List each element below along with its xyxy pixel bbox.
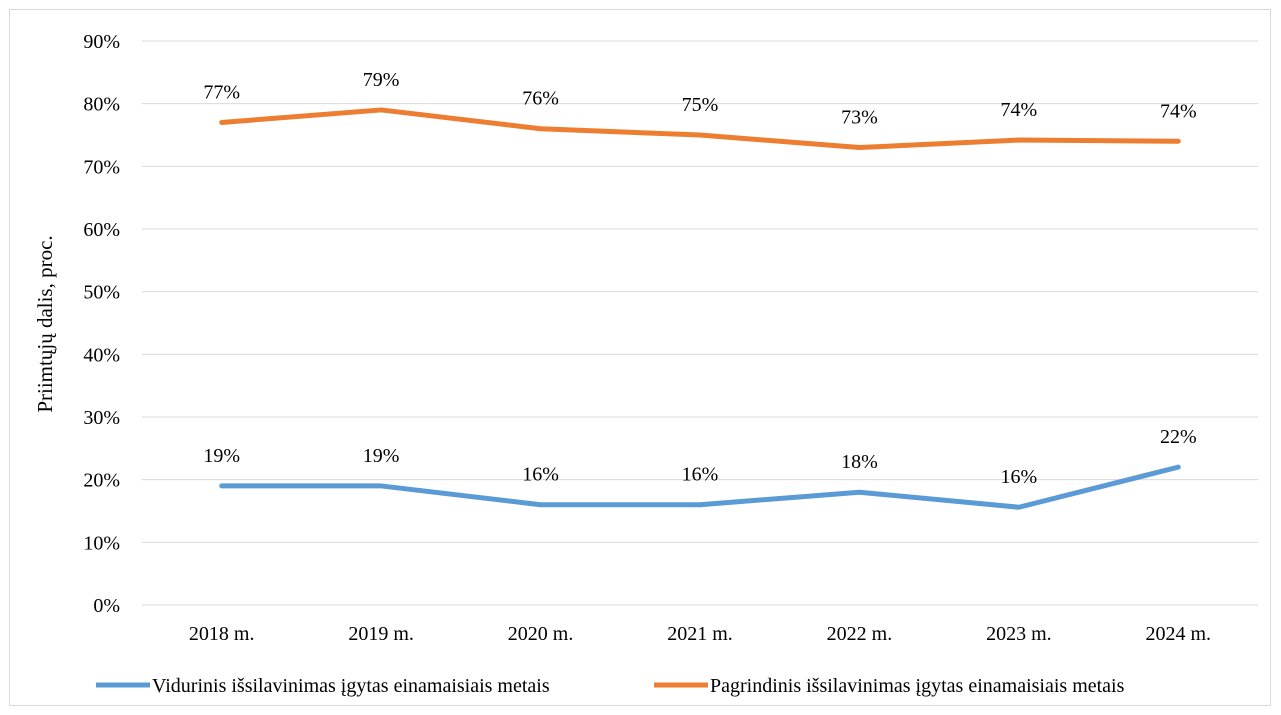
data-label: 16% — [1001, 466, 1038, 488]
data-label: 16% — [682, 464, 719, 486]
y-tick-label: 0% — [93, 595, 120, 617]
y-axis-ticks: 0% 10% 20% 30% 40% 50% 60% 70% 80% 90% — [83, 31, 120, 617]
gridlines — [142, 40, 1258, 606]
y-tick-label: 50% — [83, 282, 120, 304]
data-labels: 19% 19% 16% 16% 18% 16% 22% 77% 79% 76% 75% 73% 74% 7… — [203, 69, 1196, 488]
series-line-2 — [219, 107, 1181, 151]
x-tick-label: 2024 m. — [1146, 623, 1212, 645]
y-tick-label: 10% — [83, 532, 120, 554]
data-label: 19% — [203, 445, 240, 467]
data-label: 73% — [841, 107, 878, 129]
legend-label: Pagrindinis išsilavinimas įgytas einamai… — [710, 675, 1125, 697]
y-axis-label: Priimtųjų dalis, proc. — [33, 235, 57, 412]
data-label: 18% — [841, 451, 878, 473]
x-tick-label: 2020 m. — [508, 623, 574, 645]
x-tick-label: 2023 m. — [986, 623, 1052, 645]
data-label: 79% — [363, 69, 400, 91]
y-tick-label: 20% — [83, 470, 120, 492]
series-lines — [219, 107, 1181, 510]
x-tick-label: 2021 m. — [667, 623, 733, 645]
data-label: 77% — [203, 81, 240, 103]
x-tick-label: 2022 m. — [827, 623, 893, 645]
y-tick-label: 90% — [83, 31, 120, 53]
x-tick-label: 2018 m. — [189, 623, 255, 645]
y-tick-label: 40% — [83, 344, 120, 366]
data-label: 74% — [1160, 100, 1197, 122]
chart-frame — [9, 9, 1271, 706]
data-label: 76% — [522, 88, 559, 110]
y-tick-label: 70% — [83, 156, 120, 178]
data-label: 22% — [1160, 426, 1197, 448]
data-label: 74% — [1001, 99, 1038, 121]
y-tick-label: 60% — [83, 219, 120, 241]
series-line-1 — [219, 464, 1181, 510]
x-tick-label: 2019 m. — [348, 623, 414, 645]
data-label: 75% — [682, 94, 719, 116]
y-tick-label: 30% — [83, 407, 120, 429]
data-label: 16% — [522, 464, 559, 486]
y-tick-label: 80% — [83, 94, 120, 116]
legend: Vidurinis išsilavinimas įgytas einamaisi… — [96, 675, 1125, 697]
x-axis-ticks: 2018 m. 2019 m. 2020 m. 2021 m. 2022 m. 2023 … — [189, 623, 1211, 645]
legend-label: Vidurinis išsilavinimas įgytas einamaisi… — [152, 675, 550, 697]
data-label: 19% — [363, 445, 400, 467]
